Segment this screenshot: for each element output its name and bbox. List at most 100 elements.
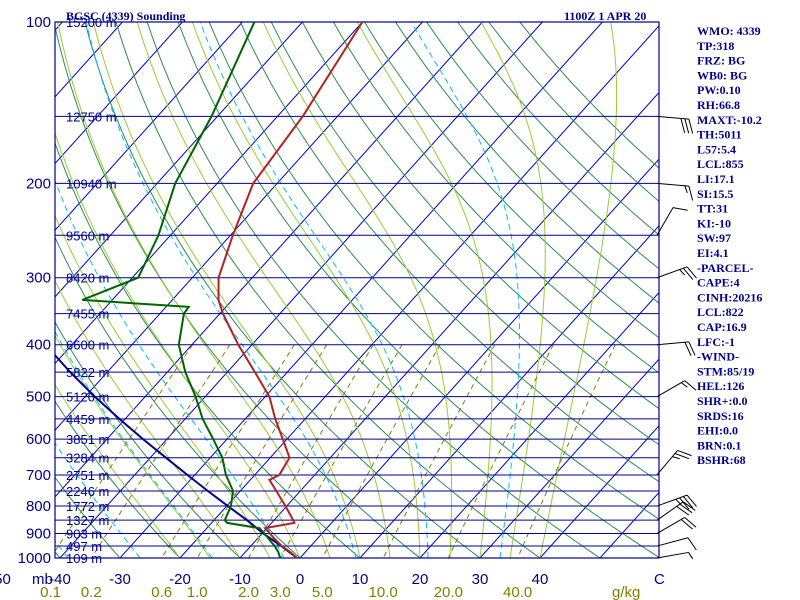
- barb-staff: [656, 207, 674, 236]
- barb-half: [679, 269, 686, 276]
- height-label: 2751 m: [66, 468, 109, 483]
- barb-staff: [656, 182, 689, 187]
- dewpoint-trace: [81, 22, 282, 558]
- mixing-ratio-tick-label: 1.0: [187, 584, 208, 600]
- barb-flag: [688, 341, 696, 356]
- temperature-tick-label: 40: [532, 571, 549, 588]
- pressure-tick-label: 200: [26, 175, 51, 192]
- barb-flag: [674, 453, 690, 460]
- index-line: TP:318: [697, 39, 734, 53]
- barb-flag: [684, 517, 697, 528]
- mixing-ratio-tick-label: 20.0: [434, 584, 463, 600]
- index-line: CINH:20216: [697, 290, 762, 304]
- isotherm-line: [359, 225, 659, 558]
- barb-flag: [682, 267, 694, 280]
- barb-staff: [656, 494, 688, 507]
- barb-flag: [676, 505, 690, 516]
- barb-flag: [682, 496, 694, 509]
- height-label: 109 m: [66, 551, 102, 566]
- pressure-tick-label: 600: [26, 431, 51, 448]
- wind-barb: [656, 341, 696, 356]
- barb-flag: [680, 118, 686, 133]
- index-line: KI:-10: [697, 216, 731, 230]
- sounding-profiles: [55, 22, 364, 558]
- index-line: SW:97: [697, 231, 731, 245]
- index-line: LFC:-1: [697, 335, 735, 349]
- isobar-lines: [54, 21, 660, 559]
- barb-flag: [684, 380, 697, 391]
- temperature-tick-label: -40: [49, 571, 71, 588]
- wind-barb: [656, 182, 694, 201]
- height-label: 2246 m: [66, 484, 109, 499]
- barb-half: [688, 552, 694, 560]
- barb-staff: [656, 501, 684, 521]
- barb-half: [680, 382, 688, 388]
- height-label: 10940 m: [66, 176, 117, 191]
- height-label: 8420 m: [66, 271, 109, 286]
- pressure-tick-label: 700: [26, 467, 51, 484]
- index-line: LCL:822: [697, 305, 744, 319]
- mixing-ratio-tick-label: 40.0: [503, 584, 532, 600]
- height-label: 3284 m: [66, 451, 109, 466]
- index-line: LCL:855: [697, 157, 744, 171]
- index-line: CAP:16.9: [697, 320, 747, 334]
- temperature-tick-label: -20: [169, 571, 191, 588]
- height-label: 7455 m: [66, 307, 109, 322]
- pressure-unit-label: mb: [32, 571, 53, 588]
- isotherm-line: [539, 425, 659, 558]
- wind-barbs: [656, 115, 697, 560]
- temperature-tick-label: -10: [229, 571, 251, 588]
- height-label: 4459 m: [66, 412, 109, 427]
- barb-half: [675, 498, 682, 506]
- index-line: WMO: 4339: [697, 24, 761, 38]
- isotherm-line: [55, 22, 183, 165]
- barb-half: [672, 456, 680, 460]
- pressure-tick-label: 300: [26, 270, 51, 287]
- barb-staff: [656, 380, 685, 398]
- wind-barb: [656, 517, 697, 534]
- barb-flag: [679, 503, 693, 514]
- wind-barb: [656, 449, 692, 476]
- temperature-unit-label: C: [654, 571, 665, 588]
- parcel-trace: [55, 353, 298, 558]
- height-label: 3851 m: [66, 432, 109, 447]
- wind-barb: [656, 537, 697, 551]
- barb-flag: [688, 119, 694, 134]
- barb-staff: [656, 551, 689, 559]
- height-label: 6600 m: [66, 338, 109, 353]
- temperature-tick-label: 20: [412, 571, 429, 588]
- wind-barb: [656, 501, 696, 521]
- isotherm-line: [55, 22, 423, 431]
- index-line: EHI:0.0: [697, 424, 738, 438]
- index-line: LI:17.1: [697, 172, 735, 186]
- isotherm-line: [55, 22, 483, 498]
- wind-barb: [656, 494, 697, 510]
- mixing-ratio-tick-label: 10.0: [369, 584, 398, 600]
- barb-staff: [656, 517, 685, 534]
- barb-flag: [679, 497, 690, 510]
- index-line: SRDS:16: [697, 409, 744, 423]
- index-line: SI:15.5: [697, 187, 733, 201]
- barb-flag: [680, 519, 693, 530]
- pressure-tick-label: 1000: [18, 550, 51, 567]
- barb-flag: [688, 186, 694, 201]
- wind-barb: [656, 266, 697, 280]
- index-line: TH:5011: [697, 128, 742, 142]
- barb-flag: [687, 537, 697, 551]
- pressure-tick-label: 500: [26, 389, 51, 406]
- mixing-ratio-tick-label: 2.0: [238, 584, 259, 600]
- height-label: 1327 m: [66, 513, 109, 528]
- index-line: -PARCEL-: [697, 261, 753, 275]
- temperature-tick-label: -50: [0, 571, 11, 588]
- index-line: HEL:126: [697, 379, 744, 393]
- isotherm-line: [59, 22, 543, 558]
- temperature-tick-label: 10: [352, 571, 369, 588]
- barb-flag: [684, 342, 692, 356]
- index-line: PW:0.10: [697, 83, 741, 97]
- index-line: EI:4.1: [697, 246, 729, 260]
- isotherm-line: [55, 22, 363, 365]
- isotherm-line: [55, 22, 303, 298]
- index-line: FRZ: BG: [697, 54, 745, 68]
- index-line: WB0: BG: [697, 68, 747, 82]
